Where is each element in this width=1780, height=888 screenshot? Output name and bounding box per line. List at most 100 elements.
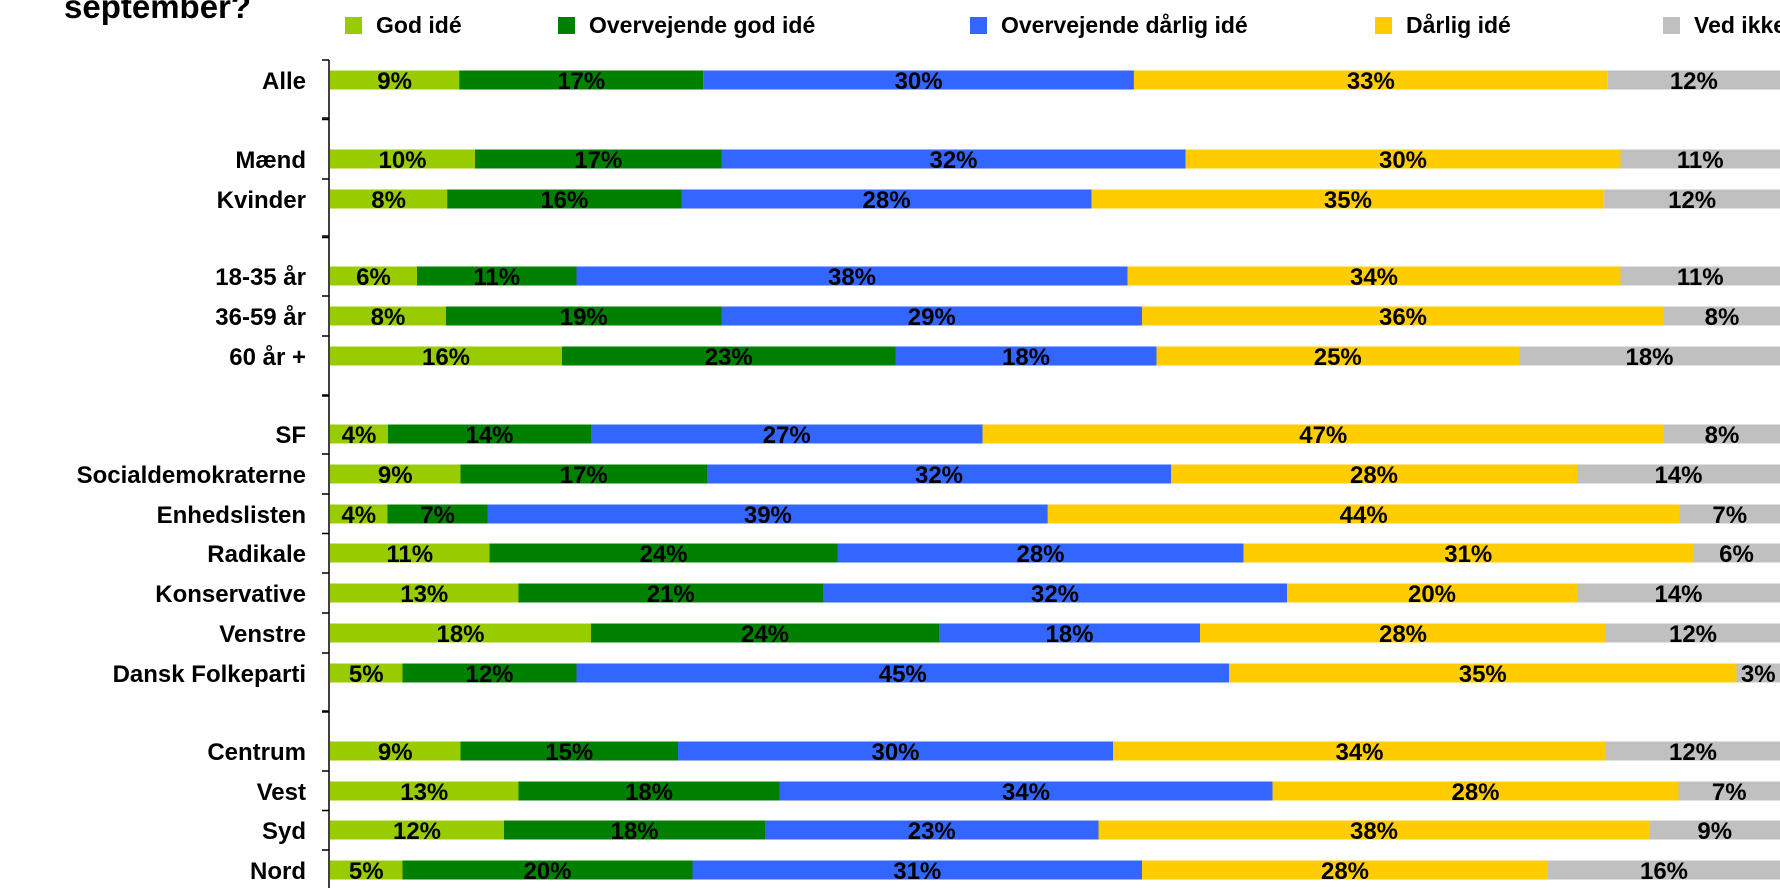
bar-segment: [330, 820, 504, 840]
bar-segment: [1604, 189, 1780, 209]
bar-segment: [1127, 266, 1621, 286]
legend-label: Dårlig idé: [1406, 12, 1511, 38]
category-label: Syd: [262, 818, 306, 845]
data-label: 30%: [1379, 147, 1427, 174]
data-label: 25%: [1314, 344, 1362, 371]
data-label: 13%: [400, 779, 448, 806]
bar-segment: [330, 583, 519, 603]
data-label: 17%: [557, 68, 605, 95]
data-label: 9%: [378, 739, 413, 766]
data-label: 14%: [465, 422, 513, 449]
bar-segment: [489, 543, 838, 563]
bar-segment: [1649, 820, 1780, 840]
bar-segment: [1548, 860, 1780, 880]
data-label: 12%: [465, 661, 513, 688]
bar-segment: [591, 424, 983, 444]
data-label: 24%: [639, 541, 687, 568]
bar-segment: [518, 781, 780, 801]
data-label: 31%: [1444, 541, 1492, 568]
legend-label: Ved ikke: [1694, 12, 1780, 38]
bar-segment: [1047, 504, 1680, 524]
category-label: Venstre: [219, 621, 306, 648]
bar-segment: [1620, 266, 1780, 286]
data-label: 13%: [400, 581, 448, 608]
data-label: 5%: [349, 661, 384, 688]
bar-segment: [1736, 663, 1780, 683]
bar-segment: [387, 504, 488, 524]
data-label: 30%: [871, 739, 919, 766]
data-label: 38%: [828, 264, 876, 291]
category-label: Kvinder: [217, 187, 306, 214]
data-label: 12%: [1669, 621, 1717, 648]
data-label: 35%: [1324, 187, 1372, 214]
data-label: 8%: [371, 187, 406, 214]
category-label: Mænd: [235, 147, 306, 174]
bar-segment: [576, 663, 1229, 683]
data-label: 18%: [1002, 344, 1050, 371]
data-label: 47%: [1299, 422, 1347, 449]
bar-segment: [1200, 623, 1606, 643]
category-label: Radikale: [207, 541, 306, 568]
bar-segment: [459, 70, 704, 90]
bar-segment: [330, 306, 446, 326]
data-label: 38%: [1350, 818, 1398, 845]
bar-segment: [330, 663, 403, 683]
bar-segment: [330, 464, 461, 484]
bar-segment: [692, 860, 1142, 880]
legend-swatch: [558, 17, 575, 34]
category-label: 60 år +: [229, 344, 306, 371]
bar-segment: [330, 70, 460, 90]
legend-item: Ved ikke: [1663, 12, 1780, 39]
legend-label: Overvejende god idé: [589, 12, 816, 38]
data-label: 12%: [1670, 68, 1718, 95]
data-label: 4%: [342, 422, 377, 449]
chart-title: september?: [64, 0, 252, 25]
data-label: 6%: [1719, 541, 1754, 568]
bar-segment: [1287, 583, 1577, 603]
bar-segment: [330, 741, 461, 761]
legend-swatch: [1375, 17, 1392, 34]
data-label: 12%: [1668, 187, 1716, 214]
category-label: Alle: [262, 68, 306, 95]
category-label: Konservative: [155, 581, 306, 608]
data-label: 14%: [1654, 462, 1702, 489]
bar-segment: [330, 346, 562, 366]
bar-segment: [837, 543, 1244, 563]
data-label: 31%: [893, 858, 941, 885]
bar-segment: [330, 424, 388, 444]
category-label: Vest: [257, 779, 306, 806]
bar-segment: [1156, 346, 1519, 366]
bar-segment: [417, 266, 577, 286]
data-label: 20%: [523, 858, 571, 885]
category-label: Enhedslisten: [157, 502, 306, 529]
legend-label: Overvejende dårlig idé: [1001, 12, 1248, 38]
data-label: 8%: [1705, 422, 1740, 449]
bar-segment: [330, 149, 475, 169]
data-label: 18%: [1625, 344, 1673, 371]
data-label: 24%: [741, 621, 789, 648]
data-label: 27%: [763, 422, 811, 449]
bar-segment: [1606, 741, 1780, 761]
bar-segment: [330, 504, 388, 524]
bar-segment: [460, 741, 678, 761]
bar-segment: [1607, 70, 1780, 90]
data-label: 20%: [1408, 581, 1456, 608]
data-label: 3%: [1741, 661, 1776, 688]
data-label: 11%: [1677, 147, 1724, 174]
data-label: 32%: [1031, 581, 1079, 608]
data-label: 16%: [1640, 858, 1688, 885]
legend-label: God idé: [376, 12, 462, 38]
data-label: 18%: [625, 779, 673, 806]
data-label: 16%: [422, 344, 470, 371]
bar-segment: [330, 266, 417, 286]
category-label: Dansk Folkeparti: [113, 661, 306, 688]
bar-segment: [1091, 189, 1605, 209]
data-label: 15%: [545, 739, 593, 766]
data-label: 28%: [1379, 621, 1427, 648]
data-label: 10%: [378, 147, 426, 174]
bar-segment: [1678, 781, 1780, 801]
bar-segment: [1142, 306, 1664, 326]
bar-segment: [1272, 781, 1679, 801]
data-label: 12%: [393, 818, 441, 845]
bar-segment: [721, 149, 1186, 169]
